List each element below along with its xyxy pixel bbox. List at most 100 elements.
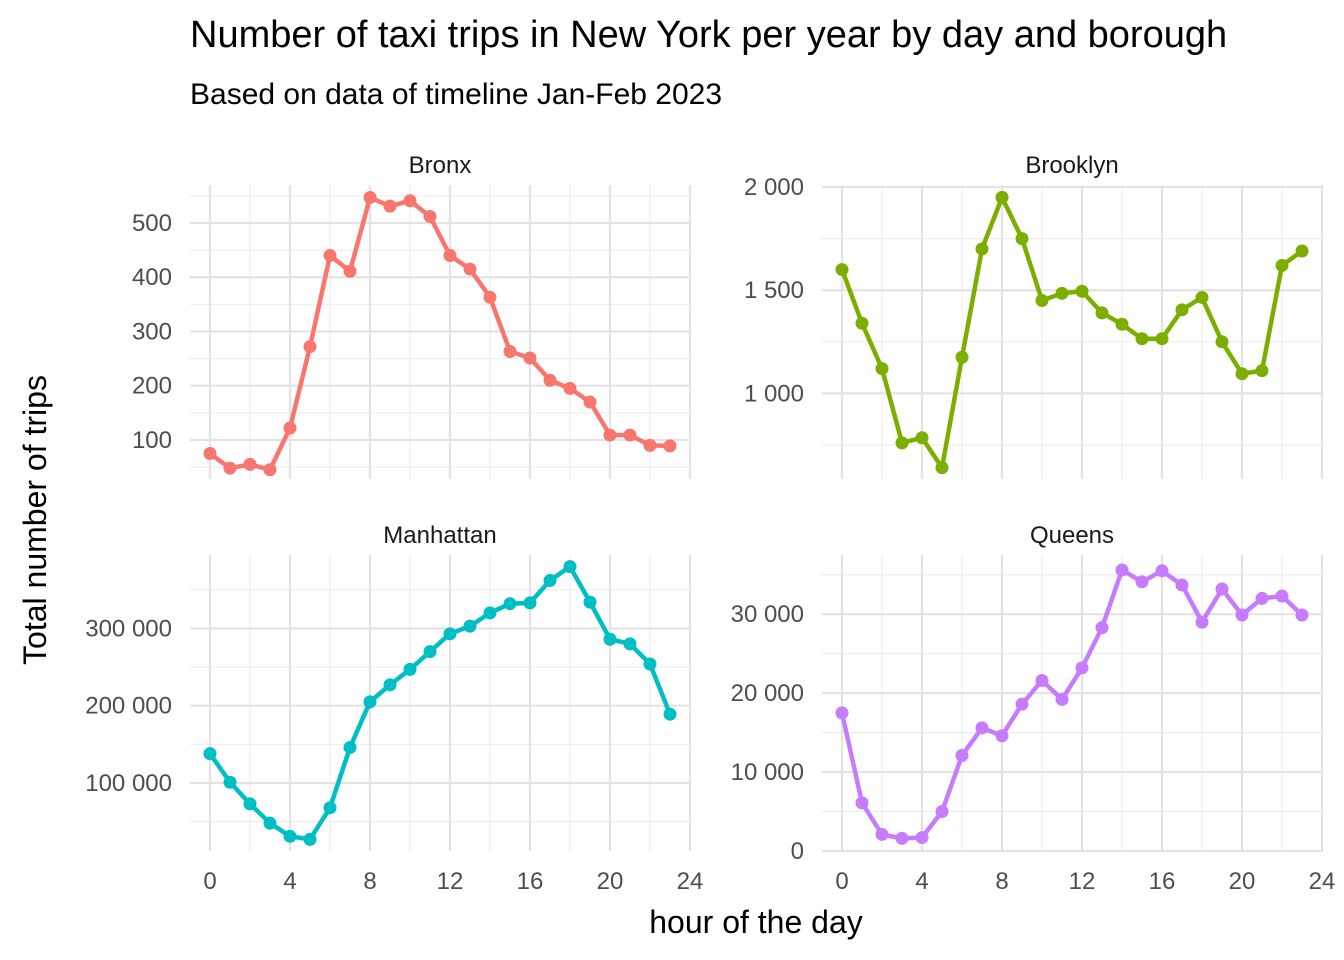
data-point bbox=[855, 796, 869, 810]
data-point bbox=[343, 740, 357, 754]
data-point bbox=[423, 209, 437, 223]
y-tick-label: 1 000 bbox=[744, 380, 804, 407]
data-point bbox=[463, 262, 477, 276]
data-point bbox=[423, 645, 437, 659]
data-point bbox=[1295, 608, 1309, 622]
data-point bbox=[1135, 575, 1149, 589]
facet-label-queens: Queens bbox=[1030, 522, 1114, 549]
x-tick-label: 20 bbox=[1229, 868, 1256, 895]
data-point bbox=[283, 421, 297, 435]
data-point bbox=[1055, 286, 1069, 300]
facet-label-manhattan: Manhattan bbox=[383, 522, 496, 549]
y-tick-label: 200 000 bbox=[85, 693, 172, 720]
data-point bbox=[223, 461, 237, 475]
x-tick-label: 20 bbox=[597, 868, 624, 895]
data-point bbox=[1075, 661, 1089, 675]
data-point bbox=[915, 831, 929, 845]
data-point bbox=[363, 695, 377, 709]
data-point bbox=[1255, 364, 1269, 378]
data-point bbox=[1215, 582, 1229, 596]
x-tick-label: 24 bbox=[677, 868, 704, 895]
data-point bbox=[523, 351, 537, 365]
y-tick-label: 20 000 bbox=[731, 680, 804, 707]
data-point bbox=[643, 657, 657, 671]
data-point bbox=[343, 264, 357, 278]
data-point bbox=[503, 345, 517, 359]
y-tick-label: 200 bbox=[132, 373, 172, 400]
x-axis-title: hour of the day bbox=[649, 904, 862, 940]
data-point bbox=[955, 748, 969, 762]
data-point bbox=[995, 190, 1009, 204]
y-tick-label: 300 bbox=[132, 318, 172, 345]
y-tick-label: 300 000 bbox=[85, 615, 172, 642]
data-point bbox=[1155, 564, 1169, 578]
data-point bbox=[203, 447, 217, 461]
data-point bbox=[935, 805, 949, 819]
data-point bbox=[323, 801, 337, 815]
data-point bbox=[1195, 615, 1209, 629]
data-point bbox=[443, 627, 457, 641]
series-line-manhattan bbox=[207, 564, 673, 842]
series-line-bronx bbox=[207, 195, 673, 473]
data-point bbox=[543, 373, 557, 387]
data-point bbox=[875, 827, 889, 841]
data-point bbox=[1095, 621, 1109, 635]
series-line-queens bbox=[839, 567, 1305, 841]
y-tick-label: 400 bbox=[132, 264, 172, 291]
data-point bbox=[1235, 367, 1249, 381]
data-point bbox=[263, 816, 277, 830]
data-point bbox=[1235, 608, 1249, 622]
data-point bbox=[1115, 563, 1129, 577]
data-point bbox=[1275, 258, 1289, 272]
data-point bbox=[603, 428, 617, 442]
data-point bbox=[1015, 697, 1029, 711]
y-tick-label: 100 bbox=[132, 427, 172, 454]
data-point bbox=[1175, 578, 1189, 592]
facet-brooklyn: 1 000 1 500 2 000 Brooklyn bbox=[744, 152, 1324, 479]
y-axis-title: Total number of trips bbox=[17, 375, 53, 665]
x-tick-label: 12 bbox=[1069, 868, 1096, 895]
data-point bbox=[223, 775, 237, 789]
data-point bbox=[663, 707, 677, 721]
data-point bbox=[1095, 306, 1109, 320]
data-point bbox=[203, 747, 217, 761]
x-tick-label: 0 bbox=[835, 868, 848, 895]
data-point bbox=[303, 340, 317, 354]
data-point bbox=[643, 438, 657, 452]
chart-title: Number of taxi trips in New York per yea… bbox=[190, 14, 1228, 56]
data-point bbox=[583, 395, 597, 409]
data-point bbox=[483, 606, 497, 620]
data-point bbox=[895, 831, 909, 845]
data-point bbox=[363, 190, 377, 204]
data-point bbox=[603, 632, 617, 646]
data-point bbox=[283, 829, 297, 843]
data-point bbox=[403, 662, 417, 676]
x-tick-label: 16 bbox=[1149, 868, 1176, 895]
data-point bbox=[1115, 317, 1129, 331]
series-line-brooklyn bbox=[839, 195, 1305, 470]
data-point bbox=[835, 263, 849, 277]
data-point bbox=[583, 595, 597, 609]
facet-label-bronx: Bronx bbox=[409, 152, 472, 179]
data-point bbox=[383, 199, 397, 213]
data-point bbox=[1195, 290, 1209, 304]
x-tick-label: 8 bbox=[995, 868, 1008, 895]
data-point bbox=[663, 439, 677, 453]
data-point bbox=[875, 362, 889, 376]
data-point bbox=[1155, 332, 1169, 346]
x-tick-label: 24 bbox=[1309, 868, 1336, 895]
x-tick-label: 4 bbox=[283, 868, 296, 895]
data-point bbox=[1295, 244, 1309, 258]
data-point bbox=[1075, 284, 1089, 298]
data-point bbox=[835, 706, 849, 720]
data-point bbox=[243, 457, 257, 471]
data-point bbox=[895, 436, 909, 450]
x-tick-label: 12 bbox=[437, 868, 464, 895]
data-point bbox=[1015, 232, 1029, 246]
data-point bbox=[1135, 332, 1149, 346]
data-point bbox=[483, 290, 497, 304]
data-point bbox=[1215, 335, 1229, 349]
y-tick-label: 500 bbox=[132, 210, 172, 237]
data-point bbox=[1255, 591, 1269, 605]
